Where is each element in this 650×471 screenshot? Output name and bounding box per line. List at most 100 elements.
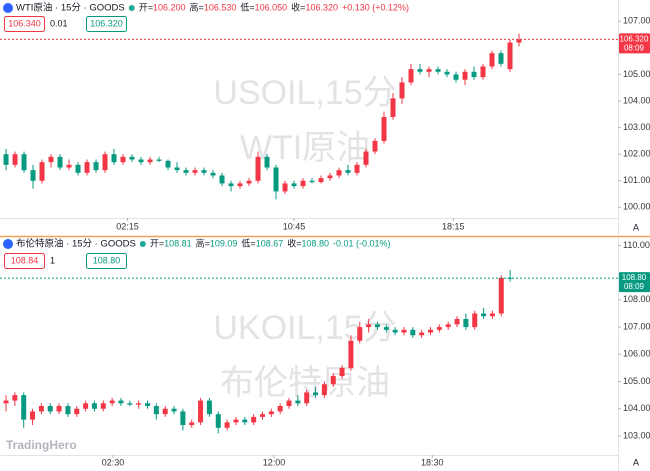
y-tick-label: 103.000: [623, 430, 650, 440]
candle-body: [454, 318, 460, 325]
last-price-box: [619, 272, 650, 293]
candle-body: [516, 39, 522, 43]
candle-body: [366, 324, 372, 328]
candle-body: [47, 406, 53, 412]
candle-body: [219, 175, 225, 184]
ohlc-key: 高=: [190, 1, 204, 12]
candle-body: [264, 156, 270, 168]
y-tick-label: 101.000: [623, 175, 650, 185]
y-tick-label: 108.000: [623, 294, 650, 304]
auto-scale-button[interactable]: A: [633, 222, 639, 232]
y-tick-label: 105.000: [623, 376, 650, 386]
candle-body: [282, 183, 288, 192]
y-tick-label: 105.000: [623, 69, 650, 79]
brand-logo: TradingHero: [6, 438, 77, 452]
y-tick-label: 102.000: [623, 149, 650, 159]
candle-body: [48, 156, 54, 163]
candle-body: [180, 411, 186, 426]
symbol-title: 布伦特原油 · 15分 · GOODS: [16, 238, 136, 250]
buy-price[interactable]: 106.320: [90, 18, 123, 28]
buy-box[interactable]: [86, 253, 127, 269]
x-tick-label: 18:15: [442, 221, 465, 231]
ohlc-value: 108.81: [164, 238, 192, 248]
candle-body: [12, 395, 18, 401]
candle-body: [21, 395, 27, 420]
candle-body: [21, 154, 27, 171]
candle-body: [286, 400, 292, 407]
candle-body: [246, 180, 252, 184]
ohlc-value: 106.530: [204, 2, 237, 12]
candle-body: [489, 53, 495, 67]
sell-box[interactable]: [4, 16, 45, 32]
candle-body: [273, 167, 279, 192]
ohlc-key: 开=: [150, 238, 164, 248]
ohlc-key: 低=: [240, 1, 254, 12]
candle-body: [336, 170, 342, 176]
candle-body: [444, 71, 450, 75]
candle-body: [381, 116, 387, 141]
candle-body: [408, 69, 414, 83]
candle-body: [39, 162, 45, 181]
candle-body: [162, 408, 168, 415]
candle-body: [215, 414, 221, 428]
buy-price[interactable]: 108.80: [93, 255, 121, 265]
candle-body: [237, 183, 243, 187]
candle-body: [127, 403, 133, 405]
candle-body: [111, 154, 117, 163]
candle-body: [318, 178, 324, 183]
candle-body: [228, 183, 234, 187]
sell-price[interactable]: 108.84: [11, 255, 39, 265]
quantity[interactable]: 0.01: [50, 18, 68, 28]
candle-body: [189, 422, 195, 426]
ohlc-value: 108.80: [301, 238, 329, 248]
ohlc-value: 109.09: [210, 238, 238, 248]
watermark: WTI原油: [240, 129, 370, 167]
candle-body: [93, 162, 99, 171]
y-tick-label: 110.000: [623, 240, 650, 250]
ohlc-key: 高=: [196, 237, 210, 248]
market-status: [128, 5, 135, 11]
candle-body: [118, 400, 124, 404]
candle-body: [390, 98, 396, 117]
candle-body: [507, 42, 513, 70]
candle-body: [374, 324, 380, 328]
buy-box[interactable]: [86, 16, 127, 32]
y-tick-label: 100.000: [623, 202, 650, 212]
sell-price[interactable]: 106.340: [8, 18, 41, 28]
candle-body: [498, 53, 504, 64]
candle-body: [309, 180, 315, 183]
sell-box[interactable]: [4, 253, 45, 269]
change-value: -0.01 (-0.01%): [333, 238, 391, 248]
y-tick-label: 104.000: [623, 95, 650, 105]
auto-scale-button[interactable]: A: [633, 457, 639, 467]
candle-body: [304, 392, 310, 404]
candle-body: [313, 392, 319, 396]
candle-body: [339, 367, 345, 377]
quantity[interactable]: 1: [50, 255, 55, 265]
candle-body: [56, 406, 62, 412]
symbol-title: WTI原油 · 15分 · GOODS: [16, 2, 125, 14]
candle-body: [419, 332, 425, 336]
candle-body: [363, 151, 369, 165]
candle-body: [165, 160, 171, 168]
candle-body: [30, 170, 36, 181]
countdown-label: 08:09: [624, 43, 645, 52]
candle-body: [91, 403, 97, 409]
candle-body: [171, 408, 177, 412]
symbol-icon: [3, 3, 13, 13]
candle-body: [383, 327, 389, 330]
candle-body: [145, 403, 151, 407]
ohlc-value: 106.050: [255, 2, 288, 12]
candle-body: [255, 156, 261, 181]
candle-body: [428, 329, 434, 333]
candle-body: [321, 384, 327, 396]
candle-body: [445, 324, 451, 328]
countdown-label: 08:09: [624, 282, 645, 291]
x-tick-label: 10:45: [283, 221, 306, 231]
candle-body: [38, 406, 44, 412]
candle-body: [345, 170, 351, 173]
candle-body: [354, 164, 360, 173]
ohlc-key: 收=: [291, 1, 305, 12]
ohlc-value: 106.200: [153, 2, 186, 12]
